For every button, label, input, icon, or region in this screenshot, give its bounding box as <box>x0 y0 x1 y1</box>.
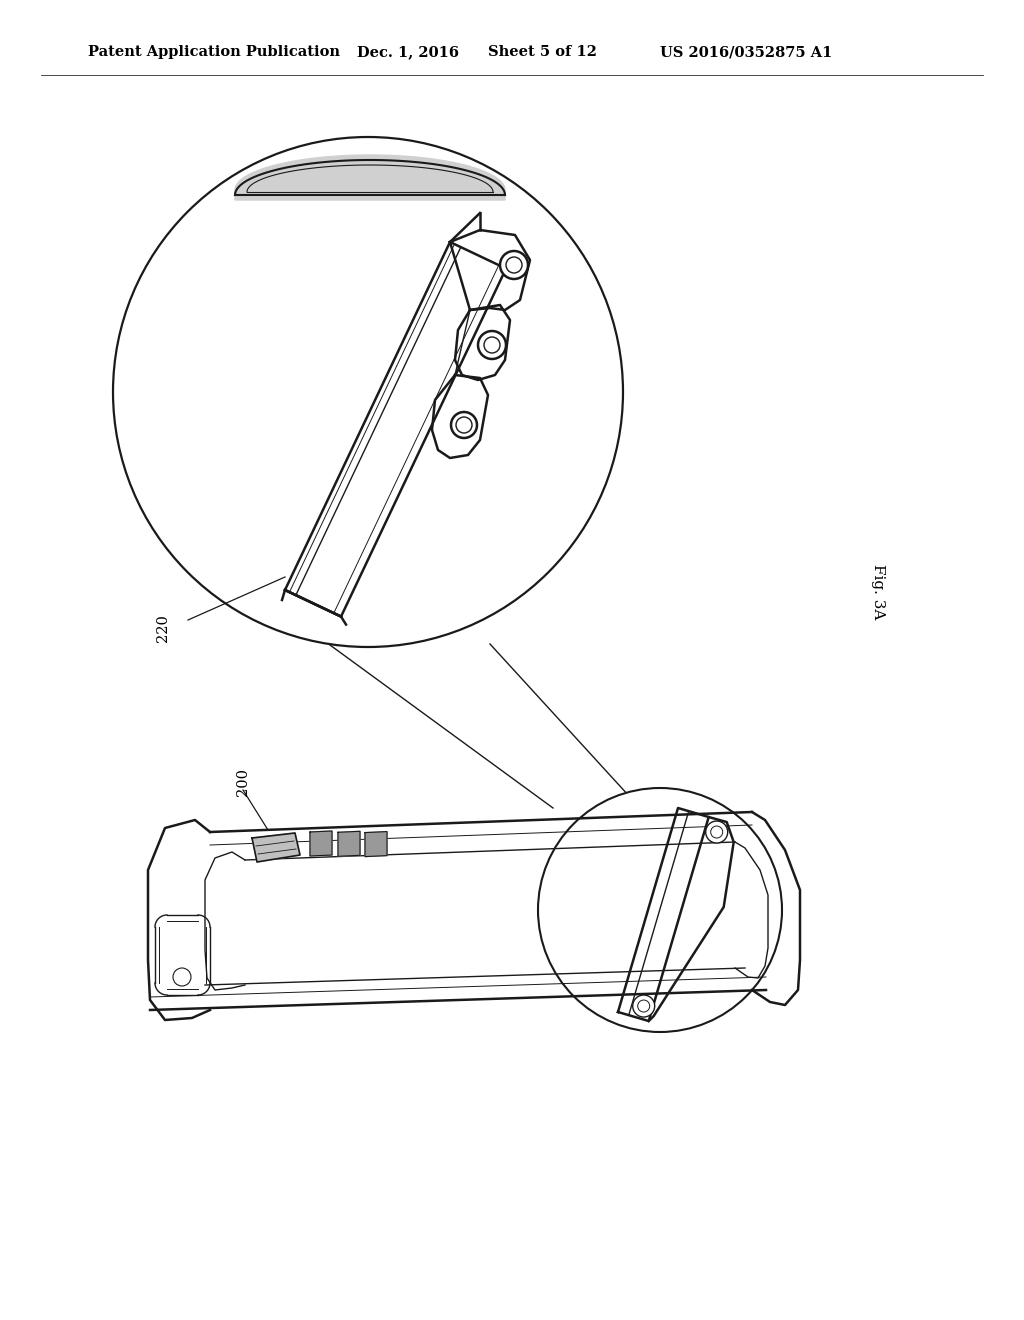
Text: Dec. 1, 2016: Dec. 1, 2016 <box>357 45 459 59</box>
Circle shape <box>633 995 654 1016</box>
Text: US 2016/0352875 A1: US 2016/0352875 A1 <box>660 45 833 59</box>
Polygon shape <box>310 832 332 855</box>
Polygon shape <box>285 242 506 616</box>
Polygon shape <box>450 230 530 310</box>
Text: 220: 220 <box>156 614 170 642</box>
Circle shape <box>451 412 477 438</box>
Polygon shape <box>455 305 510 380</box>
Polygon shape <box>338 832 360 857</box>
Circle shape <box>478 331 506 359</box>
Polygon shape <box>618 808 709 1022</box>
Text: 200: 200 <box>236 768 250 796</box>
Circle shape <box>500 251 528 279</box>
Polygon shape <box>365 832 387 857</box>
Polygon shape <box>234 154 505 201</box>
Text: Sheet 5 of 12: Sheet 5 of 12 <box>488 45 597 59</box>
Circle shape <box>706 821 728 843</box>
Polygon shape <box>252 833 300 862</box>
Text: Fig. 3A: Fig. 3A <box>871 565 885 619</box>
Polygon shape <box>432 375 488 458</box>
Circle shape <box>538 788 782 1032</box>
Circle shape <box>113 137 623 647</box>
Text: Patent Application Publication: Patent Application Publication <box>88 45 340 59</box>
